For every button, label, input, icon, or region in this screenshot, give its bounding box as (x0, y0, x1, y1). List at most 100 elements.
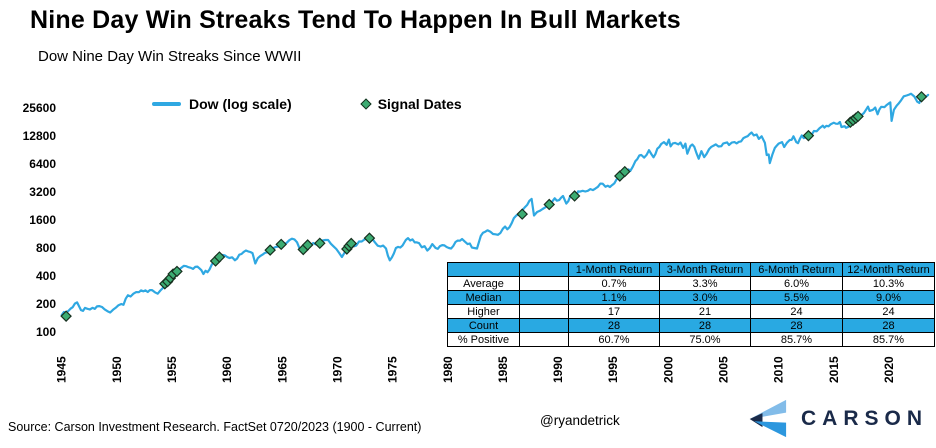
signal-date-marker (275, 238, 287, 251)
x-tick-label: 1950 (110, 356, 124, 383)
carson-wordmark: CARSON (800, 407, 928, 430)
carson-logo-mark-icon (749, 399, 787, 438)
table-cell: 6.0% (750, 276, 843, 291)
signal-date-marker (852, 110, 864, 123)
table-header-cell: 3-Month Return (659, 262, 751, 277)
table-cell: 85.7% (750, 332, 843, 347)
x-tick-label: 2020 (882, 356, 896, 383)
table-cell (519, 332, 569, 347)
table-row: % Positive 60.7% 75.0% 85.7% 85.7% (447, 332, 935, 347)
y-tick-label: 100 (36, 325, 56, 339)
table-cell: 3.3% (659, 276, 751, 291)
signal-date-marker (60, 310, 72, 322)
signal-date-marker (543, 198, 556, 211)
page-title: Nine Day Win Streaks Tend To Happen In B… (30, 6, 681, 34)
source-note: Source: Carson Investment Research. Fact… (8, 420, 422, 434)
table-cell: 28 (568, 318, 660, 333)
table-cell (519, 276, 569, 291)
y-tick-label: 25600 (23, 101, 57, 115)
x-tick-label: 1965 (275, 356, 289, 383)
signal-date-marker (264, 244, 276, 256)
table-header-cell (519, 262, 569, 277)
y-tick-label: 3200 (29, 185, 56, 199)
legend-item-signal-dates: Signal Dates (360, 96, 462, 112)
x-tick-label: 1955 (165, 356, 179, 383)
table-row: Average 0.7% 3.3% 6.0% 10.3% (447, 276, 935, 291)
signal-date-marker (915, 90, 928, 103)
legend-dow-label: Dow (log scale) (189, 96, 292, 112)
signal-date-marker (345, 237, 358, 250)
carson-logo: CARSON (747, 398, 928, 440)
table-row: Count 28 28 28 28 (447, 318, 935, 333)
chart-legend: Dow (log scale) Signal Dates (152, 96, 462, 112)
y-tick-label: 1600 (29, 213, 56, 227)
table-cell: 9.0% (842, 290, 935, 305)
table-cell: Median (447, 290, 520, 305)
table-cell: 10.3% (842, 276, 935, 291)
signal-date-marker (802, 129, 815, 142)
returns-table-body: Average 0.7% 3.3% 6.0% 10.3% Median 1.1% 3.0% 5.… (447, 276, 935, 347)
x-tick-label: 1990 (551, 356, 565, 383)
table-cell: 75.0% (659, 332, 751, 347)
x-tick-label: 1945 (55, 356, 69, 383)
x-tick-label: 1980 (441, 356, 455, 383)
y-tick-label: 200 (36, 297, 56, 311)
table-cell: 28 (750, 318, 843, 333)
table-header-cell: 6-Month Return (750, 262, 843, 277)
line-swatch-icon (152, 102, 181, 106)
table-cell: 1.1% (568, 290, 660, 305)
signal-date-marker (171, 265, 183, 278)
signal-date-marker (301, 239, 314, 251)
table-cell (519, 290, 569, 305)
x-tick-label: 2000 (661, 356, 675, 383)
signal-date-marker (363, 232, 376, 244)
table-cell: 28 (842, 318, 935, 333)
signal-date-marker (618, 165, 631, 178)
signal-date-marker (314, 237, 326, 250)
table-cell: Average (447, 276, 520, 291)
table-cell: 24 (750, 304, 843, 319)
table-cell: 60.7% (568, 332, 660, 347)
table-cell: 5.5% (750, 290, 843, 305)
x-tick-label: 2005 (717, 356, 731, 383)
table-header-cell: 12-Month Return (842, 262, 935, 277)
x-tick-label: 1975 (386, 356, 400, 383)
table-cell: Count (447, 318, 520, 333)
signal-date-marker (213, 251, 226, 263)
x-tick-label: 1995 (606, 356, 620, 383)
page-subtitle: Dow Nine Day Win Streaks Since WWII (38, 48, 302, 65)
legend-item-dow: Dow (log scale) (152, 96, 292, 112)
table-cell: % Positive (447, 332, 520, 347)
table-cell: 0.7% (568, 276, 660, 291)
returns-table: 1-Month Return 3-Month Return 6-Month Retu… (447, 262, 935, 347)
table-header-cell: 1-Month Return (568, 262, 660, 277)
table-header-row: 1-Month Return 3-Month Return 6-Month Retu… (447, 262, 935, 277)
returns-table-head: 1-Month Return 3-Month Return 6-Month Retu… (447, 262, 935, 277)
x-tick-label: 2015 (827, 356, 841, 383)
table-row: Median 1.1% 3.0% 5.5% 9.0% (447, 290, 935, 305)
table-cell: Higher (447, 304, 520, 319)
diamond-swatch-icon (360, 98, 372, 110)
twitter-handle: @ryandetrick (540, 413, 620, 428)
table-cell: 3.0% (659, 290, 751, 305)
y-tick-label: 12800 (23, 129, 57, 143)
signal-date-marker (568, 190, 581, 202)
x-tick-label: 1985 (496, 356, 510, 383)
table-cell (519, 304, 569, 319)
x-tick-label: 1970 (330, 356, 344, 383)
x-tick-label: 2010 (772, 356, 786, 383)
y-tick-label: 800 (36, 241, 56, 255)
legend-signal-label: Signal Dates (377, 96, 462, 112)
signal-date-marker (516, 208, 529, 220)
table-cell: 85.7% (842, 332, 935, 347)
table-header-cell (447, 262, 520, 277)
table-cell: 24 (842, 304, 935, 319)
dow-line (60, 92, 930, 317)
table-cell: 17 (568, 304, 660, 319)
y-tick-label: 400 (36, 269, 56, 283)
table-cell (519, 318, 569, 333)
table-cell: 21 (659, 304, 751, 319)
table-cell: 28 (659, 318, 751, 333)
